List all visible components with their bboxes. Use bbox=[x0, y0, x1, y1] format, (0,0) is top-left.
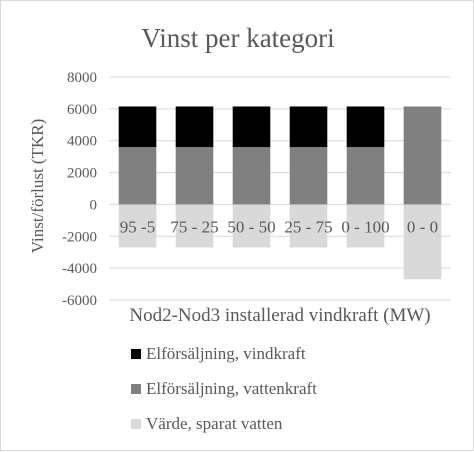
y-tick-label: -2000 bbox=[62, 229, 97, 245]
bar-segment bbox=[346, 204, 385, 248]
y-axis-ticks: -6000 -4000 -2000 0 2000 4000 6000 8000 bbox=[62, 70, 97, 309]
bar-segment bbox=[232, 147, 271, 205]
category-label: 75 - 25 bbox=[170, 217, 218, 236]
category-label: 50 - 50 bbox=[227, 217, 275, 236]
legend-swatch bbox=[131, 419, 141, 429]
x-axis-label: Nod2-Nod3 installerad vindkraft (MW) bbox=[129, 305, 430, 326]
bar-segment bbox=[403, 204, 442, 280]
category-label: 25 - 75 bbox=[284, 217, 332, 236]
legend-swatch bbox=[131, 384, 141, 394]
y-tick-label: -4000 bbox=[62, 261, 97, 277]
bar-segment bbox=[346, 106, 385, 148]
y-tick-label: 4000 bbox=[67, 134, 97, 150]
bar-segment bbox=[118, 147, 157, 205]
bar-segment bbox=[232, 106, 271, 148]
legend: Elförsäljning, vindkraft Elförsäljning, v… bbox=[131, 344, 317, 433]
category-labels: 95 -5 75 - 25 50 - 50 25 - 75 0 - 100 0 - 0 bbox=[120, 217, 438, 236]
category-label: 0 - 100 bbox=[341, 217, 389, 236]
y-tick-label: -6000 bbox=[62, 293, 97, 309]
legend-label: Elförsäljning, vindkraft bbox=[146, 344, 306, 363]
category-label: 95 -5 bbox=[120, 217, 155, 236]
legend-swatch bbox=[131, 349, 141, 359]
bar-segment bbox=[403, 106, 442, 205]
bar-segment bbox=[289, 147, 328, 205]
y-tick-label: 6000 bbox=[67, 102, 97, 118]
y-axis-label: Vinst/förlust (TKR) bbox=[28, 119, 47, 254]
y-tick-label: 8000 bbox=[67, 70, 97, 86]
gridlines bbox=[109, 76, 451, 301]
bar-segment bbox=[289, 204, 328, 248]
bar-segment bbox=[118, 204, 157, 248]
bars bbox=[118, 106, 442, 280]
bar-segment bbox=[118, 106, 157, 148]
bar-segment bbox=[346, 147, 385, 205]
y-tick-label: 0 bbox=[90, 197, 98, 213]
chart-title: Vinst per kategori bbox=[141, 23, 334, 53]
bar-segment bbox=[232, 204, 271, 248]
legend-label: Elförsäljning, vattenkraft bbox=[146, 379, 317, 398]
legend-label: Värde, sparat vatten bbox=[146, 414, 283, 433]
category-label: 0 - 0 bbox=[407, 217, 438, 236]
bar-segment bbox=[175, 204, 214, 248]
bar-segment bbox=[289, 106, 328, 148]
bar-segment bbox=[175, 147, 214, 205]
y-tick-label: 2000 bbox=[67, 166, 97, 182]
bar-segment bbox=[175, 106, 214, 148]
